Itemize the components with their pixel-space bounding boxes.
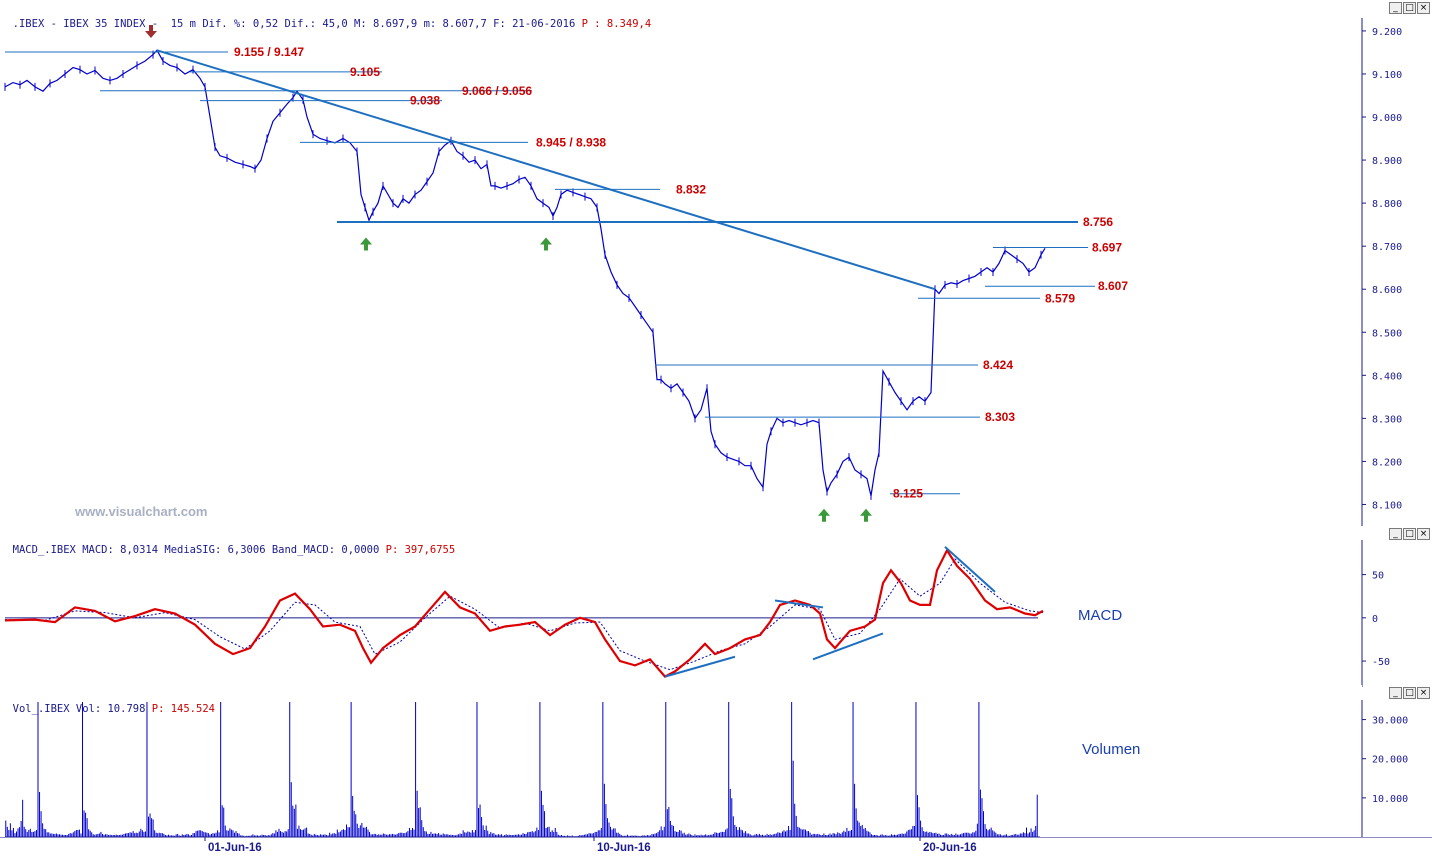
price-tick-label: 8.700 [1372,242,1402,253]
level-label: 8.697 [1092,240,1122,254]
volume-tick-label: 20.000 [1372,755,1408,766]
close-button[interactable]: × [1417,687,1430,699]
symbol-label: .IBEX - IBEX 35 INDEX - [12,18,159,30]
volume-p-label: P: 145.524 [151,703,215,715]
maximize-button[interactable]: □ [1403,687,1416,699]
macd-panel-header: MACD_.IBEX MACD: 8,0314 MediaSIG: 6,3006… [0,526,1362,556]
price-series [4,49,1046,497]
macd-tick-label: -50 [1372,657,1390,668]
price-tick-label: 9.100 [1372,70,1402,81]
price-stats: 15 m Dif. %: 0,52 Dif.: 45,0 M: 8.697,9 … [170,18,576,30]
price-window-buttons: _ □ × [1389,2,1430,14]
price-tick-label: 8.900 [1372,156,1402,167]
macd-window-buttons: _ □ × [1389,528,1430,540]
support-up-arrow [360,237,372,251]
level-label: 8.303 [985,410,1015,424]
x-tick-label: 20-Jun-16 [923,842,977,854]
watermark: www.visualchart.com [74,504,207,519]
x-tick-label: 01-Jun-16 [208,842,262,854]
macd-line [4,548,1044,678]
macd-label: MACD [1078,607,1122,624]
macd-tick-label: 0 [1372,614,1378,625]
level-label: 8.607 [1098,279,1128,293]
volume-tick-label: 10.000 [1372,794,1408,805]
price-tick-label: 8.200 [1372,457,1402,468]
macd-p-label: P: 397,6755 [385,544,456,556]
price-tick-label: 9.000 [1372,113,1402,124]
divergence-line [944,546,996,593]
level-label: 8.756 [1083,215,1113,229]
price-tick-label: 8.400 [1372,371,1402,382]
level-label: 8.125 [893,487,923,501]
price-tick-label: 8.300 [1372,414,1402,425]
level-label: 9.066 / 9.056 [462,84,532,98]
price-tick-label: 9.200 [1372,27,1402,38]
price-tick-label: 8.800 [1372,199,1402,210]
minimize-button[interactable]: _ [1389,528,1402,540]
volume-panel-header: Vol_.IBEX Vol: 10.798 P: 145.524 [0,685,1362,715]
trendline [156,49,936,291]
price-p-label: P : 8.349,4 [581,18,652,30]
maximize-button[interactable]: □ [1403,2,1416,14]
divergence-line [664,655,736,678]
price-chart[interactable]: 9.200 9.100 9.000 8.900 8.800 8.700 8.600 8.500… [0,0,1432,526]
minimize-button[interactable]: _ [1389,687,1402,699]
divergence-line [774,599,824,609]
volume-label: Volumen [1082,741,1140,758]
divergence-line [812,632,884,661]
x-tick-label: 10-Jun-16 [597,842,651,854]
close-button[interactable]: × [1417,528,1430,540]
level-label: 9.105 [350,65,380,79]
level-label: 8.832 [676,182,706,196]
support-up-arrow [540,237,552,251]
volume-tick-label: 30.000 [1372,716,1408,727]
minimize-button[interactable]: _ [1389,2,1402,14]
volume-chart[interactable]: 30.000 20.000 10.000 Volumen [0,700,1432,857]
support-up-arrow [860,508,872,522]
resistance-down-arrow [145,25,157,38]
level-label: 8.424 [983,358,1013,372]
level-label: 8.945 / 8.938 [536,135,606,149]
level-label: 9.155 / 9.147 [234,45,304,59]
macd-chart[interactable]: 50 0 -50 MACD [0,540,1432,690]
support-up-arrow [818,508,830,522]
level-label: 9.038 [410,94,440,108]
macd-tick-label: 50 [1372,571,1384,582]
price-tick-label: 8.500 [1372,328,1402,339]
price-tick-label: 8.600 [1372,285,1402,296]
maximize-button[interactable]: □ [1403,528,1416,540]
macd-stats: MACD_.IBEX MACD: 8,0314 MediaSIG: 6,3006… [12,544,380,556]
price-panel-header: .IBEX - IBEX 35 INDEX - 15 m Dif. %: 0,5… [0,0,1362,30]
close-button[interactable]: × [1417,2,1430,14]
price-tick-label: 8.100 [1372,500,1402,511]
volume-window-buttons: _ □ × [1389,687,1430,699]
volume-stats: Vol_.IBEX Vol: 10.798 [12,703,146,715]
x-axis: 01-Jun-16 10-Jun-16 20-Jun-16 [0,837,1432,854]
macd-signal-line [4,558,1044,671]
level-label: 8.579 [1045,291,1075,305]
